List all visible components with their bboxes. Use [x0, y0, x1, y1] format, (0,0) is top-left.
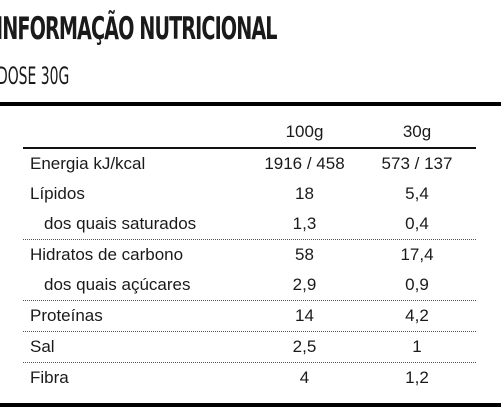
nutrient-name: Fibra [30, 368, 69, 387]
column-header-per-100g: 100g [285, 122, 324, 141]
nutrient-name: dos quais açúcares [44, 275, 191, 294]
value-per-serving: 0,4 [405, 214, 429, 233]
nutrient-name: Hidratos de carbono [30, 245, 184, 264]
value-per-100g: 58 [295, 245, 314, 264]
nutrient-name: dos quais saturados [44, 214, 197, 233]
value-per-100g: 4 [299, 368, 310, 387]
value-per-serving: 0,9 [405, 275, 429, 294]
nutrient-name: Energia kJ/kcal [30, 154, 146, 173]
value-per-100g: 18 [295, 184, 314, 203]
nutrient-name: Proteínas [30, 306, 103, 325]
value-per-serving: 4,2 [405, 306, 429, 325]
column-header-per-serving: 30g [402, 122, 432, 141]
value-per-100g: 2,9 [292, 275, 317, 294]
nutrient-name: Sal [30, 337, 55, 356]
table-row-saturated-fat: dos quais saturados 1,3 0,4 [23, 209, 476, 240]
nutrient-name: Lípidos [30, 184, 85, 203]
serving-size-label: DOSE 30G [0, 62, 70, 90]
table-row-carbohydrates: Hidratos de carbono 58 17,4 [23, 240, 476, 270]
nutrition-table: 100g 30g Energia kJ/kcal 1916 / 458 573 … [23, 116, 476, 393]
value-per-100g: 2,5 [292, 337, 317, 356]
value-per-serving: 5,4 [405, 184, 429, 203]
value-per-serving: 17,4 [400, 245, 434, 264]
top-rule [0, 102, 501, 106]
table-row-sugars: dos quais açúcares 2,9 0,9 [23, 270, 476, 301]
page-title: INFORMAÇÃO NUTRICIONAL [0, 11, 278, 47]
table-row-salt: Sal 2,5 1 [23, 332, 476, 363]
value-per-100g: 1,3 [292, 214, 317, 233]
value-per-100g: 1916 / 458 [264, 154, 345, 173]
value-per-serving: 1,2 [405, 368, 429, 387]
table-row-protein: Proteínas 14 4,2 [23, 301, 476, 332]
value-per-100g: 14 [295, 306, 314, 325]
value-per-serving: 573 / 137 [381, 154, 453, 173]
table-header-row: 100g 30g [23, 116, 476, 149]
bottom-rule [0, 403, 501, 407]
table-row-energy: Energia kJ/kcal 1916 / 458 573 / 137 [23, 149, 476, 179]
value-per-serving: 1 [412, 337, 422, 356]
table-row-fat: Lípidos 18 5,4 [23, 179, 476, 209]
table-row-fibre: Fibra 4 1,2 [23, 363, 476, 393]
